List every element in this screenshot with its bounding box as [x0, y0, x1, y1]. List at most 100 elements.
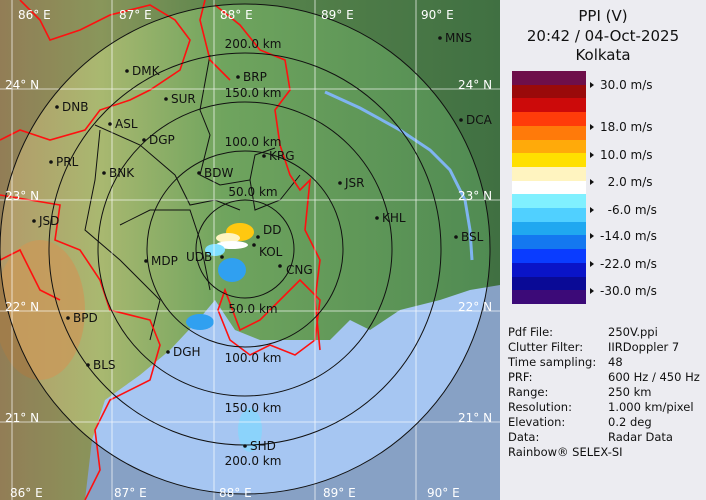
station-label: BRP — [243, 70, 267, 84]
legend-color-step — [512, 125, 586, 140]
station-marker — [256, 235, 260, 239]
info-row: Elevation: 0.2 deg — [508, 415, 652, 430]
legend-color-step — [512, 276, 586, 291]
range-label: 200.0 km — [225, 37, 282, 51]
station-label: BDW — [204, 166, 233, 180]
legend-color-step — [512, 98, 586, 113]
station-label: UDB — [186, 250, 212, 264]
station-label: JSD — [38, 214, 59, 228]
station-marker — [375, 216, 379, 220]
station-label: MNS — [445, 31, 472, 45]
info-row: Resolution: 1.000 km/pixel — [508, 400, 694, 415]
station-label: DGP — [149, 133, 175, 147]
legend-color-step — [512, 84, 586, 99]
lon-label: 90° E — [427, 486, 460, 500]
lon-label: 86° E — [18, 8, 51, 22]
station-bsl: BSL — [454, 230, 484, 244]
info-value: 250 km — [608, 385, 652, 399]
legend-color-step — [512, 180, 586, 195]
legend-color-step — [512, 262, 586, 277]
lat-label: 24° N — [458, 78, 492, 92]
station-marker — [197, 171, 201, 175]
legend-color-step — [512, 166, 586, 181]
info-row: Clutter Filter: IIRDoppler 7 — [508, 340, 679, 355]
info-key: Range: — [508, 385, 549, 399]
lat-label: 22° N — [5, 300, 39, 314]
station-bls: BLS — [86, 358, 116, 372]
river — [324, 90, 474, 261]
station-prl: PRL — [49, 155, 79, 169]
info-row: Data: Radar Data — [508, 430, 673, 445]
station-marker — [66, 316, 70, 320]
lon-label: 87° E — [119, 8, 152, 22]
lat-label: 21° N — [5, 411, 39, 425]
legend-tick-label: 2.0 m/s — [590, 175, 653, 189]
legend-color-step — [512, 221, 586, 236]
station-marker — [125, 69, 129, 73]
info-key: Clutter Filter: — [508, 340, 584, 354]
lat-label: 21° N — [458, 411, 492, 425]
info-value: Radar Data — [608, 430, 673, 444]
info-value: 1.000 km/pixel — [608, 400, 694, 414]
lon-label: 89° E — [321, 8, 354, 22]
station-krg: KRG — [262, 149, 295, 163]
station-label: KHL — [382, 211, 406, 225]
station-dnb: DNB — [55, 100, 88, 114]
legend-color-step — [512, 194, 586, 209]
product-title: PPI (V) — [578, 7, 628, 25]
plateau-highland — [0, 240, 85, 380]
station-label: CNG — [286, 263, 313, 277]
lon-label: 87° E — [114, 486, 147, 500]
legend-tick-label: 30.0 m/s — [590, 78, 653, 92]
info-value: 250V.ppi — [608, 325, 658, 339]
station-label: DMK — [132, 64, 161, 78]
legend-tick-label: -14.0 m/s — [590, 229, 657, 243]
station-label: SUR — [171, 92, 196, 106]
info-value: 0.2 deg — [608, 415, 652, 429]
station-label: ASL — [115, 117, 138, 131]
station-label: KRG — [269, 149, 295, 163]
station-label: MDP — [151, 254, 178, 268]
info-key: Data: — [508, 430, 540, 444]
station-label: BPD — [73, 311, 98, 325]
station-shd: SHD — [243, 439, 276, 453]
station-dmk: DMK — [125, 64, 161, 78]
lat-label: 23° N — [5, 189, 39, 203]
info-key: Pdf File: — [508, 325, 554, 339]
lon-label: 88° E — [220, 8, 253, 22]
legend-color-step — [512, 249, 586, 264]
station-marker — [454, 235, 458, 239]
info-row: Range: 250 km — [508, 385, 651, 400]
range-label: 50.0 km — [228, 302, 277, 316]
info-row: Pdf File: 250V.ppi — [508, 325, 658, 340]
legend-color-step — [512, 208, 586, 222]
legend-panel: PPI (V) 20:42 / 04-Oct-2025 Kolkata 30.0… — [500, 0, 706, 500]
station-brp: BRP — [236, 70, 267, 84]
lat-label: 22° N — [458, 300, 492, 314]
station-jsr: JSR — [338, 176, 365, 190]
station-khl: KHL — [375, 211, 406, 225]
station-jsd: JSD — [32, 214, 59, 228]
station-marker — [220, 255, 224, 259]
station-mns: MNS — [438, 31, 472, 45]
station-dgh: DGH — [166, 345, 201, 359]
station-marker — [338, 181, 342, 185]
station-marker — [166, 350, 170, 354]
range-label: 50.0 km — [228, 185, 277, 199]
legend-tick-label: -6.0 m/s — [590, 203, 657, 217]
station-dd: DD — [256, 223, 281, 239]
station-bdw: BDW — [197, 166, 233, 180]
station-dgp: DGP — [142, 133, 175, 147]
info-key: Resolution: — [508, 400, 572, 414]
legend-tick-label: -30.0 m/s — [590, 284, 657, 298]
station-marker — [164, 97, 168, 101]
info-key: PRF: — [508, 370, 533, 384]
legend-color-step — [512, 112, 586, 127]
station-label: KOL — [259, 245, 283, 259]
station-label: DCA — [466, 113, 493, 127]
station-marker — [144, 259, 148, 263]
station-bnk: BNK — [102, 166, 135, 180]
legend-tick-label: -22.0 m/s — [590, 257, 657, 271]
lat-label: 24° N — [5, 78, 39, 92]
station-label: BSL — [461, 230, 484, 244]
